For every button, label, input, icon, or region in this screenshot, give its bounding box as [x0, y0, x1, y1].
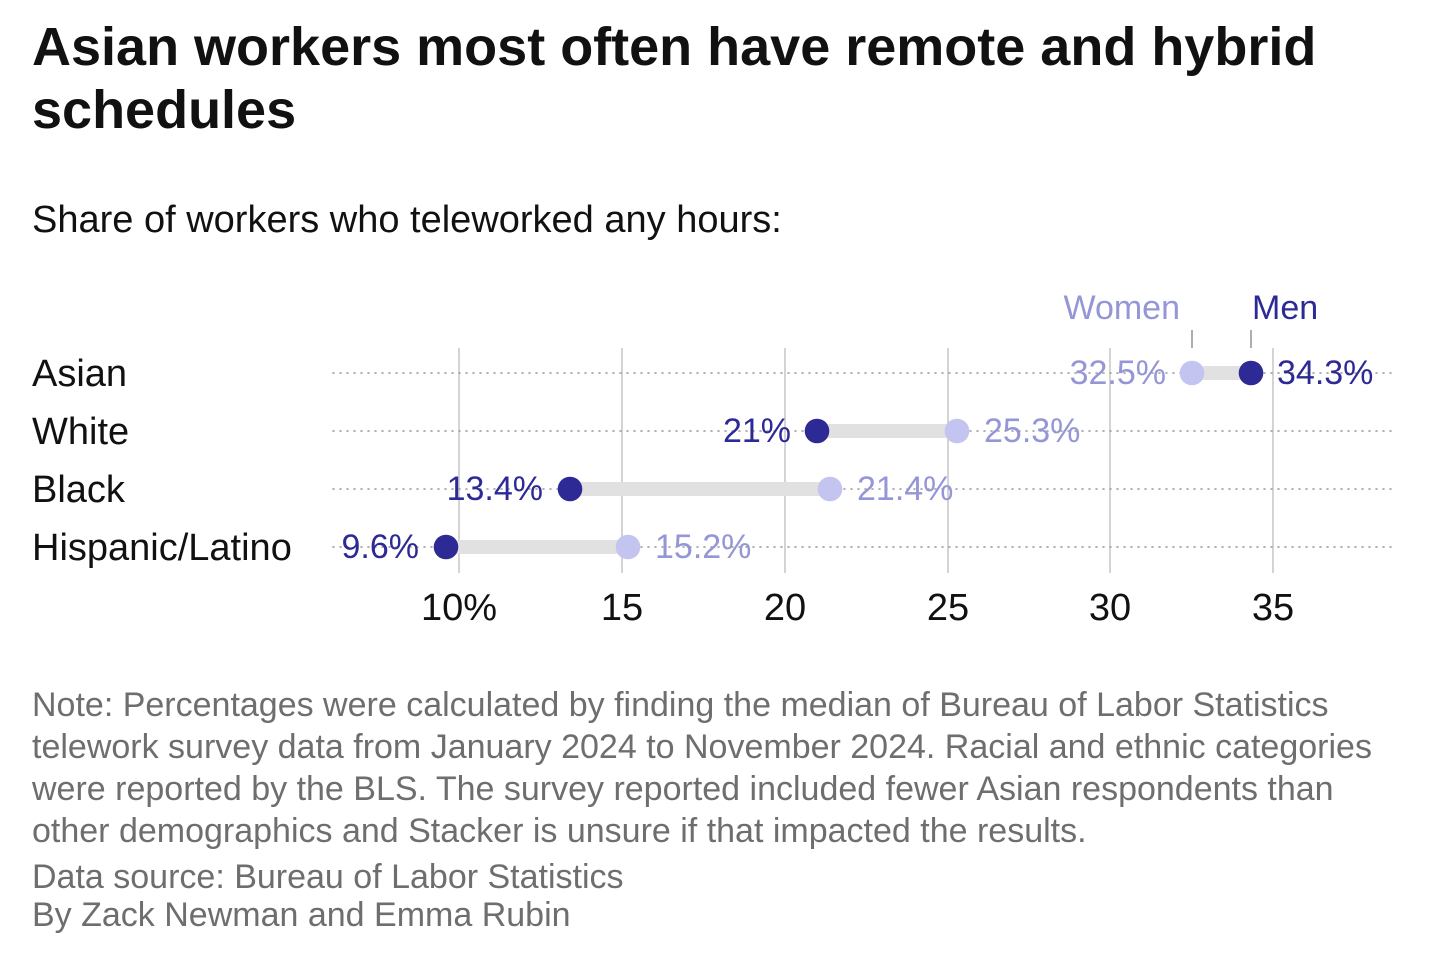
- svg-text:White: White: [32, 411, 129, 453]
- svg-text:Hispanic/Latino: Hispanic/Latino: [32, 527, 292, 569]
- svg-text:By Zack Newman and Emma Rubin: By Zack Newman and Emma Rubin: [32, 896, 571, 934]
- svg-text:Women: Women: [1063, 289, 1180, 327]
- svg-text:telework survey data from Janu: telework survey data from January 2024 t…: [32, 728, 1372, 766]
- svg-text:other demographics and Stacker: other demographics and Stacker is unsure…: [32, 812, 1087, 850]
- svg-text:35: 35: [1252, 587, 1294, 629]
- svg-text:Asian workers most often have: Asian workers most often have remote and…: [32, 17, 1316, 77]
- svg-text:13.4%: 13.4%: [447, 470, 543, 508]
- svg-text:25: 25: [927, 587, 969, 629]
- svg-text:were reported by the BLS. The: were reported by the BLS. The survey rep…: [31, 770, 1334, 808]
- svg-text:Note: Percentages were calcula: Note: Percentages were calculated by fin…: [32, 686, 1329, 724]
- svg-text:25.3%: 25.3%: [984, 412, 1080, 450]
- svg-text:15: 15: [601, 587, 643, 629]
- svg-text:21%: 21%: [723, 412, 791, 450]
- svg-text:20: 20: [764, 587, 806, 629]
- svg-text:schedules: schedules: [32, 80, 296, 140]
- svg-text:10%: 10%: [421, 587, 497, 629]
- svg-text:30: 30: [1089, 587, 1131, 629]
- svg-text:21.4%: 21.4%: [857, 470, 953, 508]
- svg-text:15.2%: 15.2%: [655, 528, 751, 566]
- svg-text:Asian: Asian: [32, 353, 127, 395]
- svg-text:Black: Black: [32, 469, 126, 511]
- svg-text:32.5%: 32.5%: [1070, 354, 1166, 392]
- svg-text:Men: Men: [1252, 289, 1318, 327]
- svg-text:Share of workers who teleworke: Share of workers who teleworked any hour…: [32, 199, 782, 241]
- svg-text:9.6%: 9.6%: [342, 528, 420, 566]
- svg-text:34.3%: 34.3%: [1277, 354, 1373, 392]
- svg-text:Data source: Bureau of Labor S: Data source: Bureau of Labor Statistics: [32, 858, 624, 896]
